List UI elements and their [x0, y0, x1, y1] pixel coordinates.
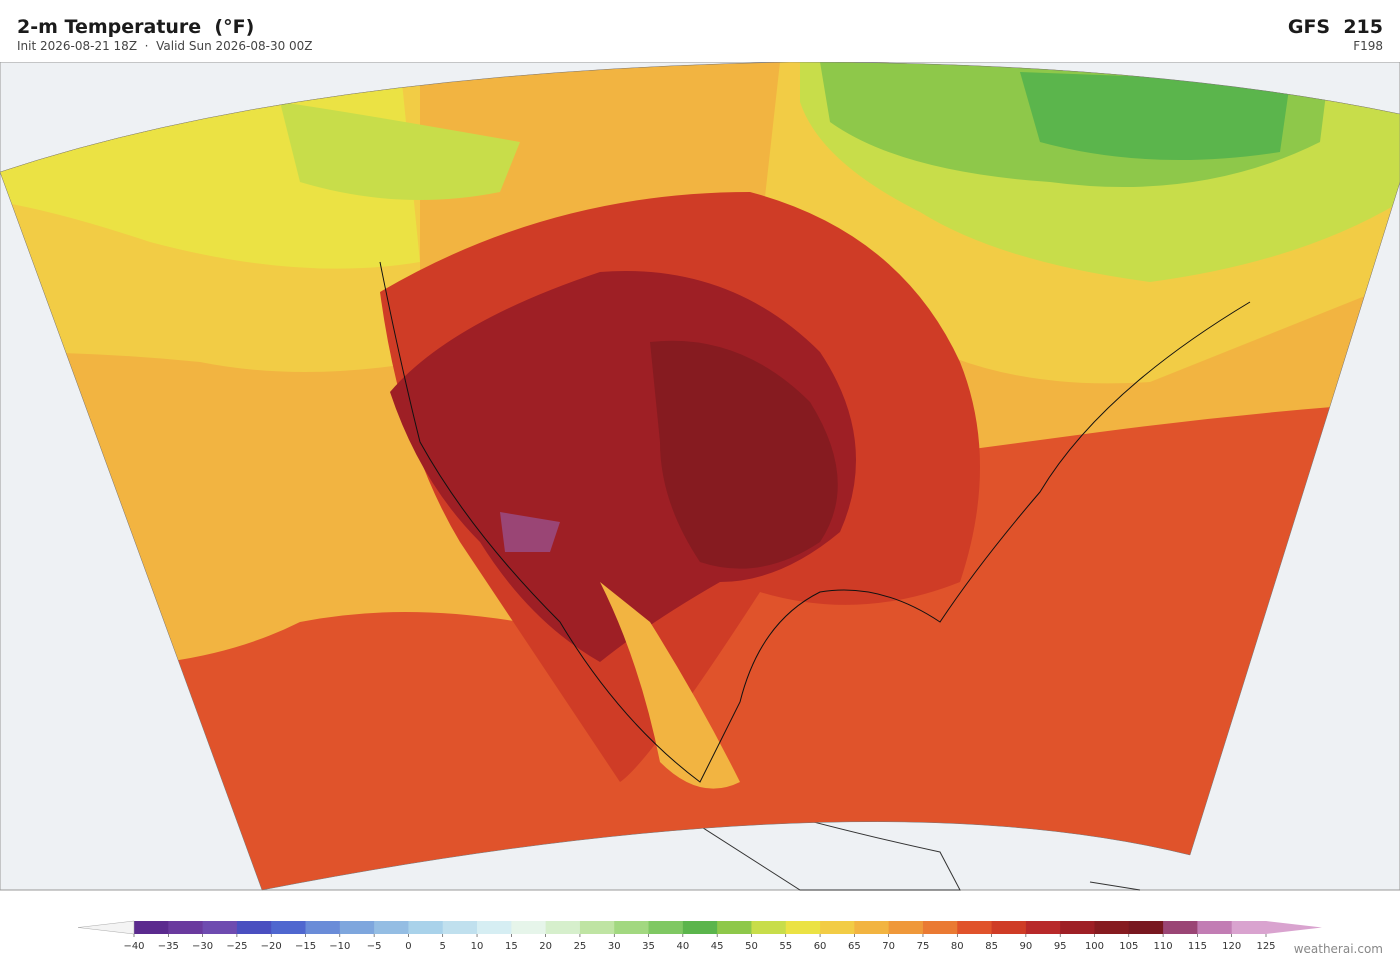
- forecast-hour: F198: [1353, 39, 1383, 53]
- colorbar-tick-label: −35: [158, 941, 179, 952]
- colorbar-segment: [442, 921, 478, 934]
- colorbar-tick-label: 50: [745, 941, 758, 952]
- colorbar-tick-label: 45: [711, 941, 724, 952]
- colorbar-tick-label: 5: [440, 941, 446, 952]
- colorbar-tick-label: 95: [1054, 941, 1067, 952]
- colorbar-segment: [168, 921, 204, 934]
- colorbar-tick-label: 80: [951, 941, 964, 952]
- colorbar-segment: [957, 921, 993, 934]
- subtitle: Init 2026-08-21 18Z · Valid Sun 2026-08-…: [17, 39, 313, 53]
- colorbar-tick-label: 60: [814, 941, 827, 952]
- colorbar-tick-label: 110: [1154, 941, 1173, 952]
- colorbar-tick-label: 75: [917, 941, 930, 952]
- colorbar-segment: [477, 921, 512, 934]
- colorbar-tick-label: 40: [676, 941, 689, 952]
- map: [0, 62, 1400, 891]
- colorbar-tick-label: 30: [608, 941, 621, 952]
- colorbar-segment: [1197, 921, 1233, 934]
- colorbar-tick-label: 105: [1119, 941, 1138, 952]
- colorbar-segment: [648, 921, 684, 934]
- colorbar-segment: [305, 921, 341, 934]
- colorbar-segment: [1094, 921, 1130, 934]
- colorbar-segment: [545, 921, 581, 934]
- domain-outline: [0, 62, 1400, 891]
- colorbar-segment: [1163, 921, 1198, 934]
- colorbar-segment: [339, 921, 375, 934]
- colorbar-segment: [888, 921, 924, 934]
- colorbar-tick-label: 0: [405, 941, 411, 952]
- colorbar-segment: [820, 921, 855, 934]
- colorbar-tick-label: 10: [471, 941, 484, 952]
- colorbar-segment: [922, 921, 958, 934]
- colorbar-segment: [1025, 921, 1061, 934]
- colorbar-segment: [511, 921, 547, 934]
- colorbar-tick-label: 120: [1222, 941, 1241, 952]
- colorbar-tick-label: 100: [1085, 941, 1104, 952]
- colorbar-segment: [854, 921, 890, 934]
- colorbar-tick-label: 25: [574, 941, 587, 952]
- colorbar: −40 −35 −30 −25 −20 −15 −10 −5 0 5 10 15 20 25 30 35 40 4…: [77, 920, 1322, 952]
- colorbar-segment: [717, 921, 752, 934]
- colorbar-segment: [271, 921, 307, 934]
- colorbar-tick-label: 35: [642, 941, 655, 952]
- colorbar-tick-label: 20: [539, 941, 552, 952]
- colorbar-tick-label: −40: [123, 941, 144, 952]
- colorbar-tick-label: −10: [329, 941, 350, 952]
- colorbar-extend-min: [77, 920, 135, 935]
- colorbar-segment: [1128, 921, 1164, 934]
- colorbar-segment: [1231, 921, 1267, 934]
- coastline: [379, 261, 1251, 783]
- model: GFS 215: [1287, 16, 1383, 38]
- colorbar-tick-label: −5: [367, 941, 382, 952]
- colorbar-segment: [374, 921, 409, 934]
- colorbar-tick-label: 15: [505, 941, 518, 952]
- colorbar-tick-label: 70: [882, 941, 895, 952]
- colorbar-tick-label: 115: [1188, 941, 1207, 952]
- colorbar-tick-label: −30: [192, 941, 213, 952]
- colorbar-segment: [202, 921, 238, 934]
- colorbar-segment: [785, 921, 821, 934]
- colorbar-segment: [236, 921, 272, 934]
- colorbar-tick-label: 55: [779, 941, 792, 952]
- colorbar-segment: [579, 921, 615, 934]
- colorbar-tick-label: −25: [226, 941, 247, 952]
- watermark: weatherai.com: [1293, 942, 1383, 956]
- colorbar-segment: [614, 921, 650, 934]
- title: 2-m Temperature (°F): [17, 16, 255, 38]
- colorbar-segment: [682, 921, 718, 934]
- colorbar-extend-max: [1266, 921, 1322, 934]
- colorbar-segment: [991, 921, 1027, 934]
- colorbar-tick-label: 65: [848, 941, 861, 952]
- colorbar-tick-label: −15: [295, 941, 316, 952]
- colorbar-tick-label: −20: [261, 941, 282, 952]
- colorbar-segment: [751, 921, 787, 934]
- colorbar-segment: [1060, 921, 1095, 934]
- colorbar-segment: [408, 921, 444, 934]
- colorbar-tick-label: 85: [985, 941, 998, 952]
- colorbar-segment: [134, 921, 169, 934]
- colorbar-tick-label: 90: [1020, 941, 1033, 952]
- colorbar-tick-label: 125: [1256, 941, 1275, 952]
